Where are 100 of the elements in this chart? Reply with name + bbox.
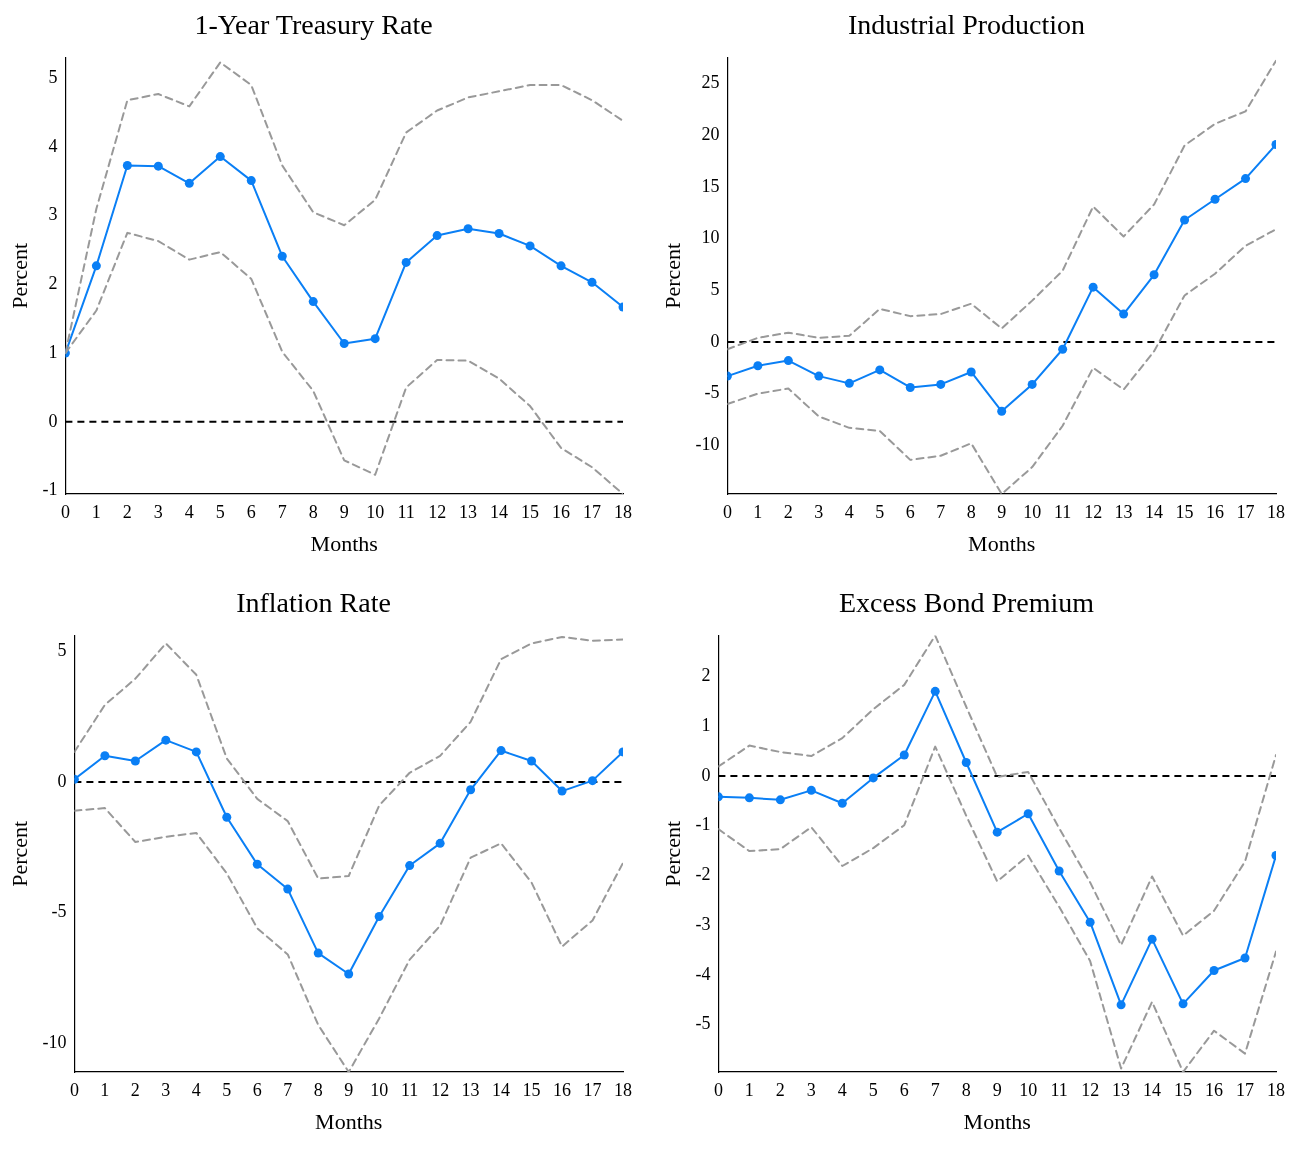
point <box>587 277 597 287</box>
point <box>252 859 262 869</box>
x-tick-label: 16 <box>552 501 571 522</box>
y-tick-label: -5 <box>704 382 720 403</box>
point <box>277 251 287 261</box>
point <box>1209 965 1219 975</box>
x-tick-label: 7 <box>277 501 287 522</box>
point <box>899 750 909 760</box>
x-tick-label: 10 <box>370 1079 389 1100</box>
x-axis-title: Months <box>310 530 378 556</box>
x-tick-label: 9 <box>992 1079 1002 1100</box>
x-tick-label: 11 <box>1050 1079 1068 1100</box>
x-tick-label: 13 <box>459 501 478 522</box>
point <box>308 297 318 307</box>
x-tick-label: 17 <box>1236 1079 1255 1100</box>
x-tick-label: 13 <box>1112 1079 1131 1100</box>
x-tick-label: 8 <box>313 1079 323 1100</box>
point <box>161 735 171 745</box>
chart-title: Excess Bond Premium <box>838 587 1095 619</box>
point <box>557 786 567 796</box>
x-tick-label: 2 <box>122 501 132 522</box>
x-tick-label: 18 <box>614 1079 632 1100</box>
y-tick-label: 1 <box>701 714 711 735</box>
y-tick-label: 0 <box>701 764 711 785</box>
point <box>222 812 232 822</box>
x-tick-label: 18 <box>614 501 632 522</box>
line-series <box>718 635 1276 947</box>
y-tick-label: -10 <box>695 434 720 455</box>
x-tick-label: 7 <box>930 1079 940 1100</box>
x-tick-label: 14 <box>1143 1079 1162 1100</box>
y-tick-label: -5 <box>695 1013 711 1034</box>
x-tick-label: 9 <box>344 1079 354 1100</box>
point <box>1088 282 1098 292</box>
x-tick-label: 8 <box>961 1079 971 1100</box>
point <box>905 382 915 392</box>
y-tick-label: 3 <box>48 204 58 225</box>
chart-title: Inflation Rate <box>236 587 391 619</box>
y-tick-label: 0 <box>57 770 67 791</box>
point <box>527 756 537 766</box>
x-tick-label: 12 <box>1084 501 1103 522</box>
x-tick-label: 11 <box>1053 501 1072 522</box>
point <box>339 338 349 348</box>
x-tick-label: 10 <box>1023 501 1042 522</box>
x-tick-label: 15 <box>522 1079 541 1100</box>
point <box>1241 174 1251 184</box>
point <box>370 334 380 344</box>
point <box>100 751 110 761</box>
point <box>1116 1000 1126 1010</box>
point <box>496 746 506 756</box>
x-tick-label: 5 <box>222 1079 232 1100</box>
x-tick-label: 4 <box>191 1079 201 1100</box>
y-tick-label: 5 <box>57 640 67 661</box>
x-tick-label: 2 <box>783 501 793 522</box>
x-tick-label: 16 <box>1206 501 1225 522</box>
point <box>191 747 201 757</box>
point <box>405 861 415 871</box>
y-tick-label: -2 <box>695 864 711 885</box>
x-tick-label: 1 <box>753 501 763 522</box>
x-tick-label: 16 <box>553 1079 572 1100</box>
y-tick-label: 0 <box>48 410 58 431</box>
point <box>1149 270 1159 280</box>
x-tick-label: 9 <box>339 501 349 522</box>
line-series <box>727 59 1276 351</box>
point <box>1027 379 1037 389</box>
y-tick-label: 0 <box>710 330 720 351</box>
x-tick-label: 3 <box>806 1079 816 1100</box>
x-tick-label: 11 <box>400 1079 419 1100</box>
point <box>494 229 504 239</box>
point <box>966 367 976 377</box>
x-tick-label: 7 <box>936 501 946 522</box>
y-axis-title: Percent <box>659 820 685 887</box>
point <box>556 261 566 271</box>
x-tick-label: 12 <box>1081 1079 1100 1100</box>
x-tick-label: 6 <box>905 501 915 522</box>
point <box>525 241 535 251</box>
x-tick-label: 14 <box>1145 501 1164 522</box>
x-tick-label: 13 <box>461 1079 480 1100</box>
x-tick-label: 4 <box>844 501 854 522</box>
point <box>783 356 793 366</box>
point <box>184 178 194 188</box>
point <box>283 884 293 894</box>
x-tick-label: 9 <box>997 501 1007 522</box>
point <box>91 261 101 271</box>
point <box>992 827 1002 837</box>
x-tick-label: 6 <box>246 501 256 522</box>
x-tick-label: 10 <box>1019 1079 1038 1100</box>
x-tick-label: 3 <box>153 501 163 522</box>
point <box>122 161 132 170</box>
point <box>961 757 971 767</box>
point <box>997 406 1007 416</box>
point <box>753 361 763 371</box>
x-tick-label: 1 <box>100 1079 110 1100</box>
x-tick-label: 15 <box>1174 1079 1193 1100</box>
x-tick-label: 6 <box>252 1079 262 1100</box>
x-axis-title: Months <box>963 1108 1031 1134</box>
x-tick-label: 14 <box>490 501 509 522</box>
x-tick-label: 5 <box>868 1079 878 1100</box>
x-tick-label: 3 <box>161 1079 171 1100</box>
x-tick-label: 17 <box>583 501 602 522</box>
y-tick-label: 20 <box>701 123 720 144</box>
